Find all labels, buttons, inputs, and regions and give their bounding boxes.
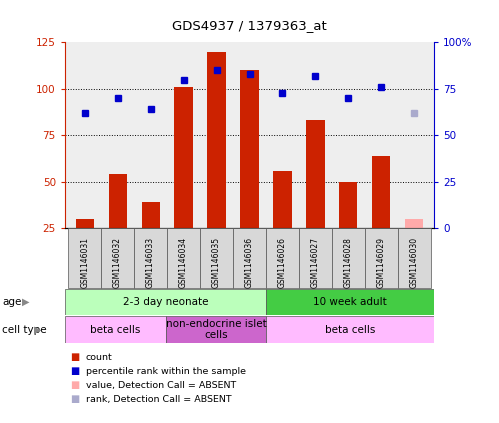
- Bar: [68, 228, 101, 288]
- Text: GSM1146035: GSM1146035: [212, 237, 221, 288]
- Text: 10 week adult: 10 week adult: [313, 297, 387, 307]
- Bar: [372, 156, 390, 228]
- Text: GSM1146032: GSM1146032: [113, 237, 122, 288]
- Text: beta cells: beta cells: [90, 324, 140, 335]
- Bar: [200, 228, 233, 288]
- Text: GSM1146026: GSM1146026: [278, 237, 287, 288]
- Bar: [299, 228, 332, 288]
- Bar: [365, 228, 398, 288]
- Bar: [233, 228, 266, 288]
- Text: GSM1146028: GSM1146028: [344, 237, 353, 288]
- Bar: [175, 87, 193, 228]
- Bar: [306, 121, 324, 228]
- Text: GSM1146030: GSM1146030: [410, 237, 419, 288]
- Text: GSM1146029: GSM1146029: [377, 237, 386, 288]
- Text: ▶: ▶: [34, 324, 41, 335]
- Bar: [134, 228, 167, 288]
- Text: ■: ■: [70, 380, 79, 390]
- Text: GSM1146036: GSM1146036: [245, 237, 254, 288]
- Bar: [167, 228, 200, 288]
- Text: age: age: [2, 297, 22, 307]
- Bar: [266, 316, 434, 343]
- Text: GDS4937 / 1379363_at: GDS4937 / 1379363_at: [172, 19, 327, 32]
- Text: ■: ■: [70, 366, 79, 376]
- Bar: [142, 202, 160, 228]
- Text: non-endocrine islet
cells: non-endocrine islet cells: [166, 319, 266, 341]
- Bar: [266, 289, 434, 315]
- Bar: [266, 228, 299, 288]
- Text: count: count: [86, 353, 113, 362]
- Bar: [101, 228, 134, 288]
- Bar: [332, 228, 365, 288]
- Text: ■: ■: [70, 352, 79, 363]
- Text: beta cells: beta cells: [325, 324, 375, 335]
- Text: GSM1146034: GSM1146034: [179, 237, 188, 288]
- Bar: [208, 52, 226, 228]
- Bar: [166, 316, 266, 343]
- Text: GSM1146027: GSM1146027: [311, 237, 320, 288]
- Bar: [65, 316, 166, 343]
- Text: ▶: ▶: [22, 297, 30, 307]
- Bar: [109, 174, 127, 228]
- Bar: [65, 289, 266, 315]
- Bar: [241, 70, 258, 228]
- Text: GSM1146031: GSM1146031: [80, 237, 89, 288]
- Bar: [405, 219, 424, 228]
- Text: rank, Detection Call = ABSENT: rank, Detection Call = ABSENT: [86, 395, 232, 404]
- Text: cell type: cell type: [2, 324, 47, 335]
- Text: ■: ■: [70, 394, 79, 404]
- Bar: [398, 228, 431, 288]
- Bar: [75, 219, 94, 228]
- Text: percentile rank within the sample: percentile rank within the sample: [86, 367, 246, 376]
- Bar: [273, 171, 291, 228]
- Text: value, Detection Call = ABSENT: value, Detection Call = ABSENT: [86, 381, 236, 390]
- Text: GSM1146033: GSM1146033: [146, 237, 155, 288]
- Bar: [339, 182, 357, 228]
- Text: 2-3 day neonate: 2-3 day neonate: [123, 297, 208, 307]
